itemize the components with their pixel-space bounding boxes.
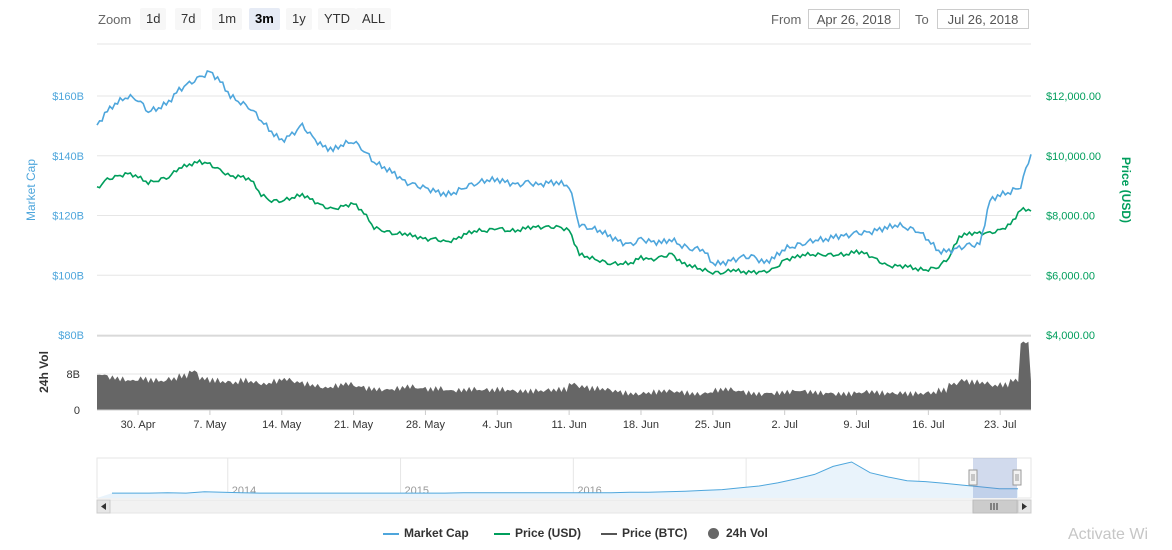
chart-legend: Market Cap Price (USD) Price (BTC) 24h V… — [0, 526, 1172, 546]
zoom-1d-button[interactable]: 1d — [140, 8, 167, 30]
x-tick-label-10: 9. Jul — [843, 419, 869, 431]
x-tick-label-7: 18. Jun — [623, 419, 659, 431]
x-tick-label-6: 11. Jun — [551, 419, 586, 431]
series-price-usd — [96, 158, 1032, 276]
to-date-input[interactable]: Jul 26, 2018 — [937, 9, 1029, 29]
left-axis-title: Market Cap — [24, 159, 38, 221]
scrollbar-right-arrow-icon — [1022, 503, 1027, 510]
legend-price-btc-label: Price (BTC) — [622, 526, 688, 540]
left-tick-label-2: $120B — [52, 211, 84, 223]
navigator-area — [97, 462, 1018, 498]
legend-24h-vol[interactable]: 24h Vol — [708, 526, 768, 540]
zoom-ytd-button[interactable]: YTD — [318, 8, 356, 30]
legend-price-btc[interactable]: Price (BTC) — [601, 526, 687, 540]
zoom-1m-button[interactable]: 1m — [212, 8, 243, 30]
volume-axis-title: 24h Vol — [37, 351, 51, 393]
right-tick-label-4: $12,000.00 — [1046, 91, 1101, 103]
x-tick-label-11: 16. Jul — [912, 419, 944, 431]
x-tick-label-8: 25. Jun — [695, 419, 731, 431]
left-tick-label-0: $80B — [58, 330, 84, 342]
x-tick-label-9: 2. Jul — [772, 419, 798, 431]
legend-price-btc-swatch — [601, 532, 617, 535]
scrollbar-left-arrow-icon — [101, 503, 106, 510]
x-tick-label-3: 21. May — [334, 419, 374, 431]
legend-price-usd-label: Price (USD) — [515, 526, 582, 540]
x-tick-label-1: 7. May — [193, 419, 227, 431]
from-label: From — [771, 12, 802, 27]
right-axis-title: Price (USD) — [1119, 157, 1133, 223]
volume-tick-label-0: 8B — [67, 369, 80, 381]
right-tick-label-3: $10,000.00 — [1046, 151, 1101, 163]
zoom-label: Zoom — [98, 12, 132, 27]
zoom-1y-button[interactable]: 1y — [286, 8, 312, 30]
to-label: To — [915, 12, 929, 27]
range-selector-toolbar: Zoom 1d 7d 1m 3m 1y YTD ALL From Apr 26,… — [0, 0, 1172, 40]
from-date-input[interactable]: Apr 26, 2018 — [808, 9, 900, 29]
series-24h-vol — [97, 341, 1031, 410]
right-tick-label-2: $8,000.00 — [1046, 211, 1095, 223]
volume-tick-label-1: 0 — [74, 405, 80, 417]
x-tick-label-4: 28. May — [406, 419, 446, 431]
market-chart: $80B $100B $120B $140B $160B $4,000.00 $6,000.… — [24, 43, 1133, 514]
navigator-line — [112, 461, 1018, 494]
left-tick-label-1: $100B — [52, 270, 84, 282]
navigator-handle-1[interactable] — [1012, 469, 1022, 486]
zoom-3m-button[interactable]: 3m — [249, 8, 280, 30]
scrollbar-track[interactable] — [96, 499, 1032, 514]
legend-24h-vol-label: 24h Vol — [726, 526, 768, 540]
zoom-7d-button[interactable]: 7d — [175, 8, 202, 30]
x-tick-label-12: 23. Jul — [984, 419, 1016, 431]
left-tick-label-4: $160B — [52, 91, 84, 103]
legend-24h-vol-swatch — [708, 528, 719, 540]
legend-market-cap-swatch — [383, 532, 399, 535]
navigator-handle-0[interactable] — [968, 469, 978, 486]
x-tick-label-0: 30. Apr — [121, 419, 156, 431]
left-tick-label-3: $140B — [52, 151, 84, 163]
legend-market-cap[interactable]: Market Cap — [383, 526, 469, 540]
right-tick-label-1: $6,000.00 — [1046, 270, 1095, 282]
zoom-all-button[interactable]: ALL — [356, 8, 392, 30]
activate-windows-watermark: Activate Wi — [1068, 526, 1149, 543]
x-tick-label-2: 14. May — [262, 419, 302, 431]
x-tick-label-5: 4. Jun — [482, 419, 512, 431]
legend-price-usd-swatch — [494, 532, 510, 535]
legend-market-cap-label: Market Cap — [404, 526, 469, 540]
right-tick-label-0: $4,000.00 — [1046, 330, 1095, 342]
navigator-selection — [973, 458, 1017, 498]
series-market-cap — [96, 70, 1032, 267]
legend-price-usd[interactable]: Price (USD) — [494, 526, 581, 540]
scrollbar-thumb[interactable] — [972, 499, 1018, 514]
